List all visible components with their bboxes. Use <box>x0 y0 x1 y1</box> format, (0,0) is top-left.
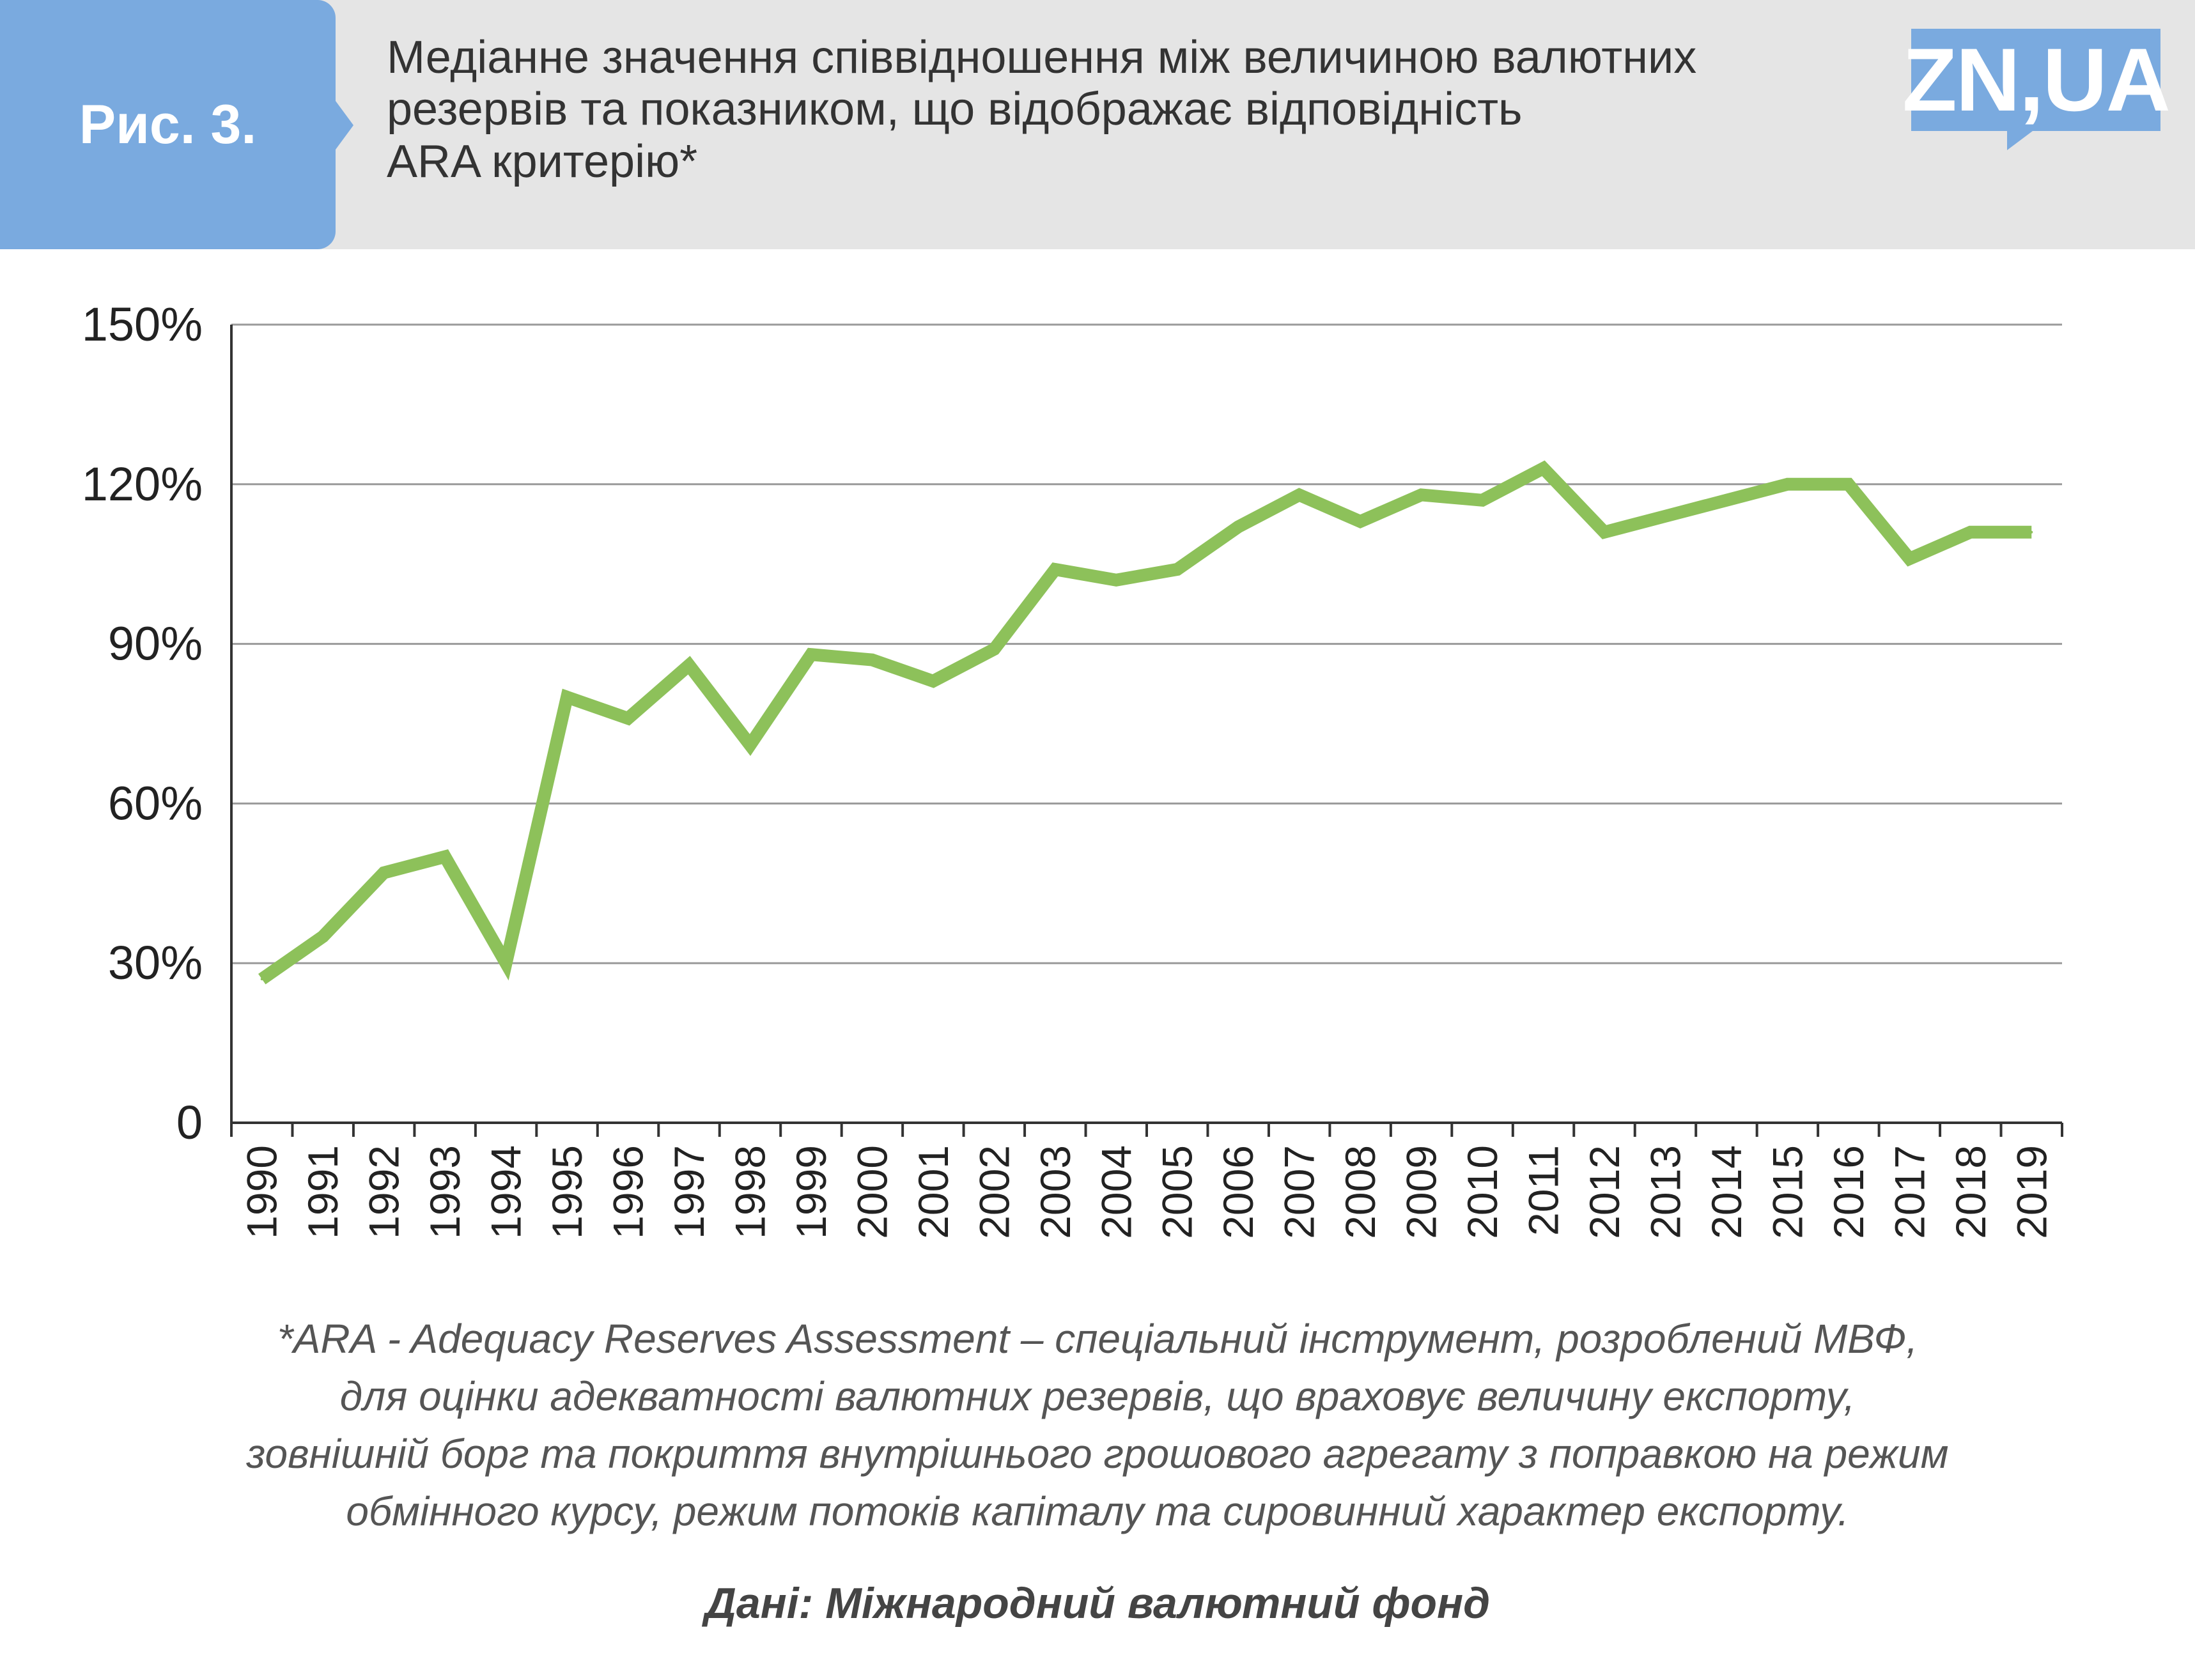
data-point <box>504 962 508 965</box>
data-point <box>444 855 447 858</box>
data-point <box>322 935 325 938</box>
axes <box>230 325 2063 1137</box>
data-point <box>1969 530 1972 534</box>
x-tick-label: 2010 <box>1459 1145 1506 1239</box>
x-tick-label: 2011 <box>1520 1145 1567 1236</box>
chart-title: Медіанне значення співвідношення між вел… <box>387 32 1844 188</box>
footnote-line: обмінного курсу, режим потоків капіталу … <box>346 1488 1849 1534</box>
x-tick-label: 2007 <box>1276 1145 1323 1239</box>
x-tick-label: 1998 <box>726 1145 773 1239</box>
data-point <box>993 647 996 651</box>
x-tick-label: 2002 <box>970 1145 1018 1239</box>
line-chart: 030%60%90%120%150% 1990 1991 1992 1993 1994 1… <box>82 298 2063 1239</box>
y-tick-label: 120% <box>82 458 203 511</box>
footnote-line: для оцінки адекватності валютних резерві… <box>339 1373 1856 1419</box>
y-tick-label: 150% <box>82 298 203 351</box>
data-point <box>1481 498 1484 502</box>
x-tick-label: 2008 <box>1337 1145 1384 1239</box>
x-tick-label: 2014 <box>1703 1145 1750 1239</box>
x-tick-label: 2005 <box>1154 1145 1201 1239</box>
x-tick-label: 2012 <box>1581 1145 1628 1239</box>
x-tick-label: 1991 <box>299 1145 346 1239</box>
data-point <box>382 871 385 874</box>
x-tick-label: 1997 <box>665 1145 713 1239</box>
x-tick-label: 2004 <box>1092 1145 1140 1239</box>
gridlines <box>231 323 2062 964</box>
data-point <box>871 658 874 661</box>
x-tick-label: 1999 <box>787 1145 835 1239</box>
x-tick-label: 2016 <box>1825 1145 1872 1239</box>
y-tick-label: 90% <box>108 617 203 670</box>
data-point <box>1542 466 1545 470</box>
header-band <box>0 0 2195 249</box>
x-tick-label: 2019 <box>2008 1145 2055 1239</box>
x-tick-label: 1994 <box>483 1145 530 1239</box>
data-point <box>260 978 263 981</box>
footnote: *ARA - Adequacy Reserves Assessment – сп… <box>0 1310 2195 1540</box>
figure-label: Рис. 3. <box>79 93 257 155</box>
y-tick-label: 60% <box>108 776 203 829</box>
x-tick-label: 2001 <box>910 1145 957 1239</box>
series-layer <box>258 460 2033 985</box>
data-source: Дані: Міжнародний валютний фонд <box>704 1579 1491 1628</box>
data-point <box>1359 520 1362 523</box>
x-tick-labels: 1990 1991 1992 1993 1994 1995 1996 1997 1998 1999… <box>238 1145 2056 1239</box>
x-tick-label: 1993 <box>421 1145 469 1239</box>
data-point <box>1420 493 1423 497</box>
data-point <box>931 679 935 682</box>
x-tick-label: 2015 <box>1764 1145 1811 1239</box>
data-point <box>1725 498 1728 502</box>
data-point <box>1664 514 1667 518</box>
data-point <box>688 663 690 667</box>
y-tick-labels: 0 30% 60% 90% 120% 150% <box>82 298 203 1149</box>
series-line <box>258 460 2032 985</box>
chart-title-line: резервів та показником, що відображає ві… <box>387 84 1523 135</box>
data-point <box>626 717 630 720</box>
y-tick-label: 30% <box>108 936 203 989</box>
chart-title-line: Медіанне значення співвідношення між вел… <box>387 32 1697 83</box>
x-tick-label: 2000 <box>848 1145 896 1239</box>
footnote-line: зовнішній борг та покриття внутрішнього … <box>246 1431 1949 1477</box>
data-point <box>566 695 569 698</box>
data-point <box>1786 482 1789 486</box>
y-tick-label: 0 <box>176 1096 203 1149</box>
data-point <box>1237 525 1240 528</box>
chart-title-line: ARA критерію* <box>387 135 698 187</box>
x-tick-label: 2003 <box>1032 1145 1079 1239</box>
data-point <box>748 743 752 746</box>
logo-speech-tail <box>2007 131 2033 150</box>
data-point <box>1053 568 1057 571</box>
zn-ua-logo: ZN,UA <box>1902 29 2171 131</box>
x-tick-label: 2006 <box>1214 1145 1262 1239</box>
data-point <box>1847 482 1850 486</box>
figure-label-arrow <box>336 101 353 150</box>
x-tick-label: 1990 <box>238 1145 286 1239</box>
x-tick-label: 1995 <box>543 1145 591 1239</box>
data-point <box>809 653 812 656</box>
x-tick-label: 2017 <box>1886 1145 1933 1239</box>
footnote-line: *ARA - Adequacy Reserves Assessment – сп… <box>277 1316 1918 1362</box>
data-point <box>2030 530 2033 534</box>
x-tick-label: 2018 <box>1947 1145 1994 1239</box>
data-point <box>1603 530 1606 534</box>
x-tick-label: 2013 <box>1641 1145 1689 1239</box>
x-tick-label: 2009 <box>1398 1145 1445 1239</box>
figure-label-box <box>0 0 336 249</box>
x-tick-label: 1992 <box>361 1145 408 1239</box>
data-point <box>1115 578 1118 582</box>
data-point <box>1298 493 1301 497</box>
data-point <box>1908 557 1911 560</box>
x-tick-label: 1996 <box>605 1145 652 1239</box>
data-point <box>1175 568 1179 571</box>
